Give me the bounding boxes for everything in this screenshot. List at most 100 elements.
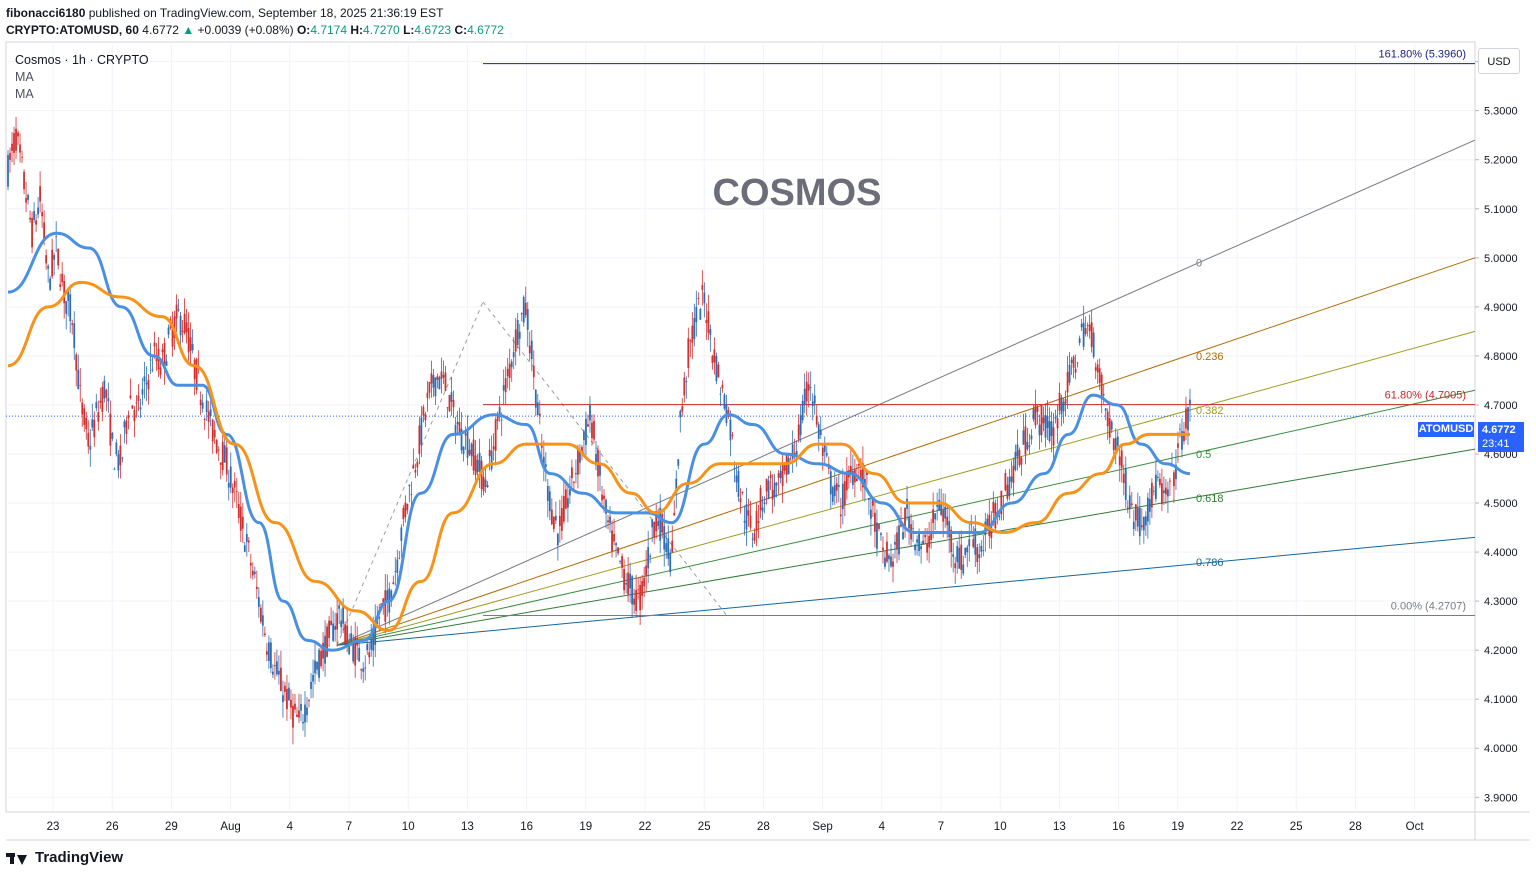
fib-fan-label: 0.618 bbox=[1196, 493, 1224, 505]
x-tick-label[interactable]: Aug bbox=[220, 821, 240, 833]
candle-body bbox=[534, 389, 537, 408]
legend-ma-2[interactable]: MA bbox=[15, 87, 34, 101]
candle-body bbox=[1024, 426, 1027, 455]
candle-body bbox=[713, 349, 716, 363]
candle-body bbox=[1090, 322, 1093, 348]
candle-body bbox=[45, 255, 48, 264]
candle-body bbox=[1173, 472, 1175, 487]
candle-body bbox=[841, 483, 844, 510]
candle-body bbox=[1148, 499, 1151, 512]
candle-body bbox=[31, 217, 33, 248]
x-tick-label[interactable]: 16 bbox=[1112, 821, 1125, 833]
x-tick-label[interactable]: 19 bbox=[1171, 821, 1184, 833]
x-tick-label[interactable]: 22 bbox=[1231, 821, 1244, 833]
candle-body bbox=[360, 669, 363, 671]
x-tick-label[interactable]: 25 bbox=[698, 821, 711, 833]
x-tick-label[interactable]: Oct bbox=[1406, 821, 1425, 833]
candle-body bbox=[251, 570, 254, 576]
candle-body bbox=[627, 572, 629, 595]
candle-body bbox=[69, 294, 72, 322]
candle-body bbox=[1096, 364, 1099, 373]
x-tick-label[interactable]: Sep bbox=[812, 821, 832, 833]
candle-body bbox=[986, 518, 989, 527]
x-tick-label[interactable]: 28 bbox=[757, 821, 770, 833]
candle-body bbox=[1088, 324, 1091, 332]
author-name[interactable]: fibonacci6180 bbox=[6, 6, 86, 20]
candle-body bbox=[342, 605, 345, 624]
candle-body bbox=[799, 415, 802, 435]
candle-body bbox=[504, 378, 507, 393]
price-badge-timer: 23:41 bbox=[1482, 438, 1510, 450]
x-axis-ticks[interactable]: 23 26 29 Aug 4 7 10 13 16 19 22 25 28 Sep 4 7 10 13 16 19 22… bbox=[47, 821, 1425, 833]
x-tick-label[interactable]: 23 bbox=[47, 821, 60, 833]
y-tick-label: 5.3000 bbox=[1484, 106, 1518, 118]
candle-body bbox=[304, 704, 306, 723]
currency-button[interactable]: USD bbox=[1478, 48, 1520, 74]
candle-body bbox=[737, 470, 740, 497]
candle-body bbox=[280, 667, 282, 691]
candle-body bbox=[79, 385, 82, 386]
candle-body bbox=[902, 532, 904, 540]
x-tick-label[interactable]: 13 bbox=[1053, 821, 1066, 833]
candle-body bbox=[1140, 525, 1143, 528]
high-value: 4.7270 bbox=[363, 23, 400, 37]
candle-body bbox=[93, 419, 96, 438]
x-tick-label[interactable]: 25 bbox=[1290, 821, 1303, 833]
x-tick-label[interactable]: 10 bbox=[994, 821, 1007, 833]
candle-body bbox=[1161, 483, 1163, 505]
candle-body bbox=[566, 498, 569, 508]
candle-body bbox=[773, 482, 776, 498]
candle-body bbox=[1084, 328, 1087, 334]
candle-body bbox=[368, 652, 371, 658]
candle-body bbox=[51, 249, 54, 277]
candle-body bbox=[749, 515, 752, 528]
candle-body bbox=[211, 419, 214, 442]
x-tick-label[interactable]: 4 bbox=[879, 821, 886, 833]
candle-body bbox=[896, 532, 898, 550]
legend-title[interactable]: Cosmos · 1h · CRYPTO bbox=[15, 53, 149, 67]
candle-body bbox=[1010, 476, 1013, 482]
x-tick-label[interactable]: 10 bbox=[402, 821, 415, 833]
x-tick-label[interactable]: 4 bbox=[287, 821, 294, 833]
x-tick-label[interactable]: 13 bbox=[461, 821, 474, 833]
x-tick-label[interactable]: 19 bbox=[579, 821, 592, 833]
candle-body bbox=[15, 128, 17, 151]
tradingview-footer[interactable]: TradingView bbox=[6, 849, 123, 866]
candle-body bbox=[607, 520, 609, 523]
low-value: 4.6723 bbox=[414, 23, 452, 37]
x-tick-label[interactable]: 26 bbox=[106, 821, 119, 833]
up-arrow-icon: ▲ bbox=[182, 23, 195, 37]
candle-body bbox=[458, 422, 461, 436]
x-tick-label[interactable]: 7 bbox=[938, 821, 944, 833]
candle-body bbox=[767, 480, 770, 500]
x-tick-label[interactable]: 16 bbox=[520, 821, 533, 833]
candle-body bbox=[1032, 408, 1035, 420]
candle-body bbox=[41, 212, 44, 217]
x-tick-label[interactable]: 29 bbox=[165, 821, 178, 833]
candle-body bbox=[239, 506, 242, 531]
candle-body bbox=[123, 421, 126, 428]
candle-body bbox=[908, 516, 910, 529]
candle-body bbox=[1052, 427, 1055, 446]
candle-body bbox=[306, 707, 308, 716]
price-change: +0.0039 (+0.08%) bbox=[197, 23, 294, 37]
candle-body bbox=[1040, 405, 1043, 436]
candle-body bbox=[733, 467, 736, 469]
x-tick-label[interactable]: 22 bbox=[639, 821, 652, 833]
candle-body bbox=[372, 629, 375, 651]
symbol-label: CRYPTO:ATOMUSD, 60 bbox=[6, 23, 139, 37]
x-tick-label[interactable]: 7 bbox=[346, 821, 352, 833]
candle-body bbox=[474, 455, 477, 475]
candle-body bbox=[542, 456, 545, 470]
footer-brand: TradingView bbox=[35, 849, 124, 866]
x-tick-label[interactable]: 28 bbox=[1349, 821, 1362, 833]
candle-body bbox=[922, 540, 924, 545]
candle-body bbox=[643, 577, 646, 587]
candle-body bbox=[530, 340, 533, 360]
candle-body bbox=[1020, 457, 1023, 465]
candle-body bbox=[683, 377, 686, 396]
legend-ma-1[interactable]: MA bbox=[15, 70, 34, 84]
candle-body bbox=[448, 394, 451, 412]
candle-body bbox=[53, 255, 56, 260]
